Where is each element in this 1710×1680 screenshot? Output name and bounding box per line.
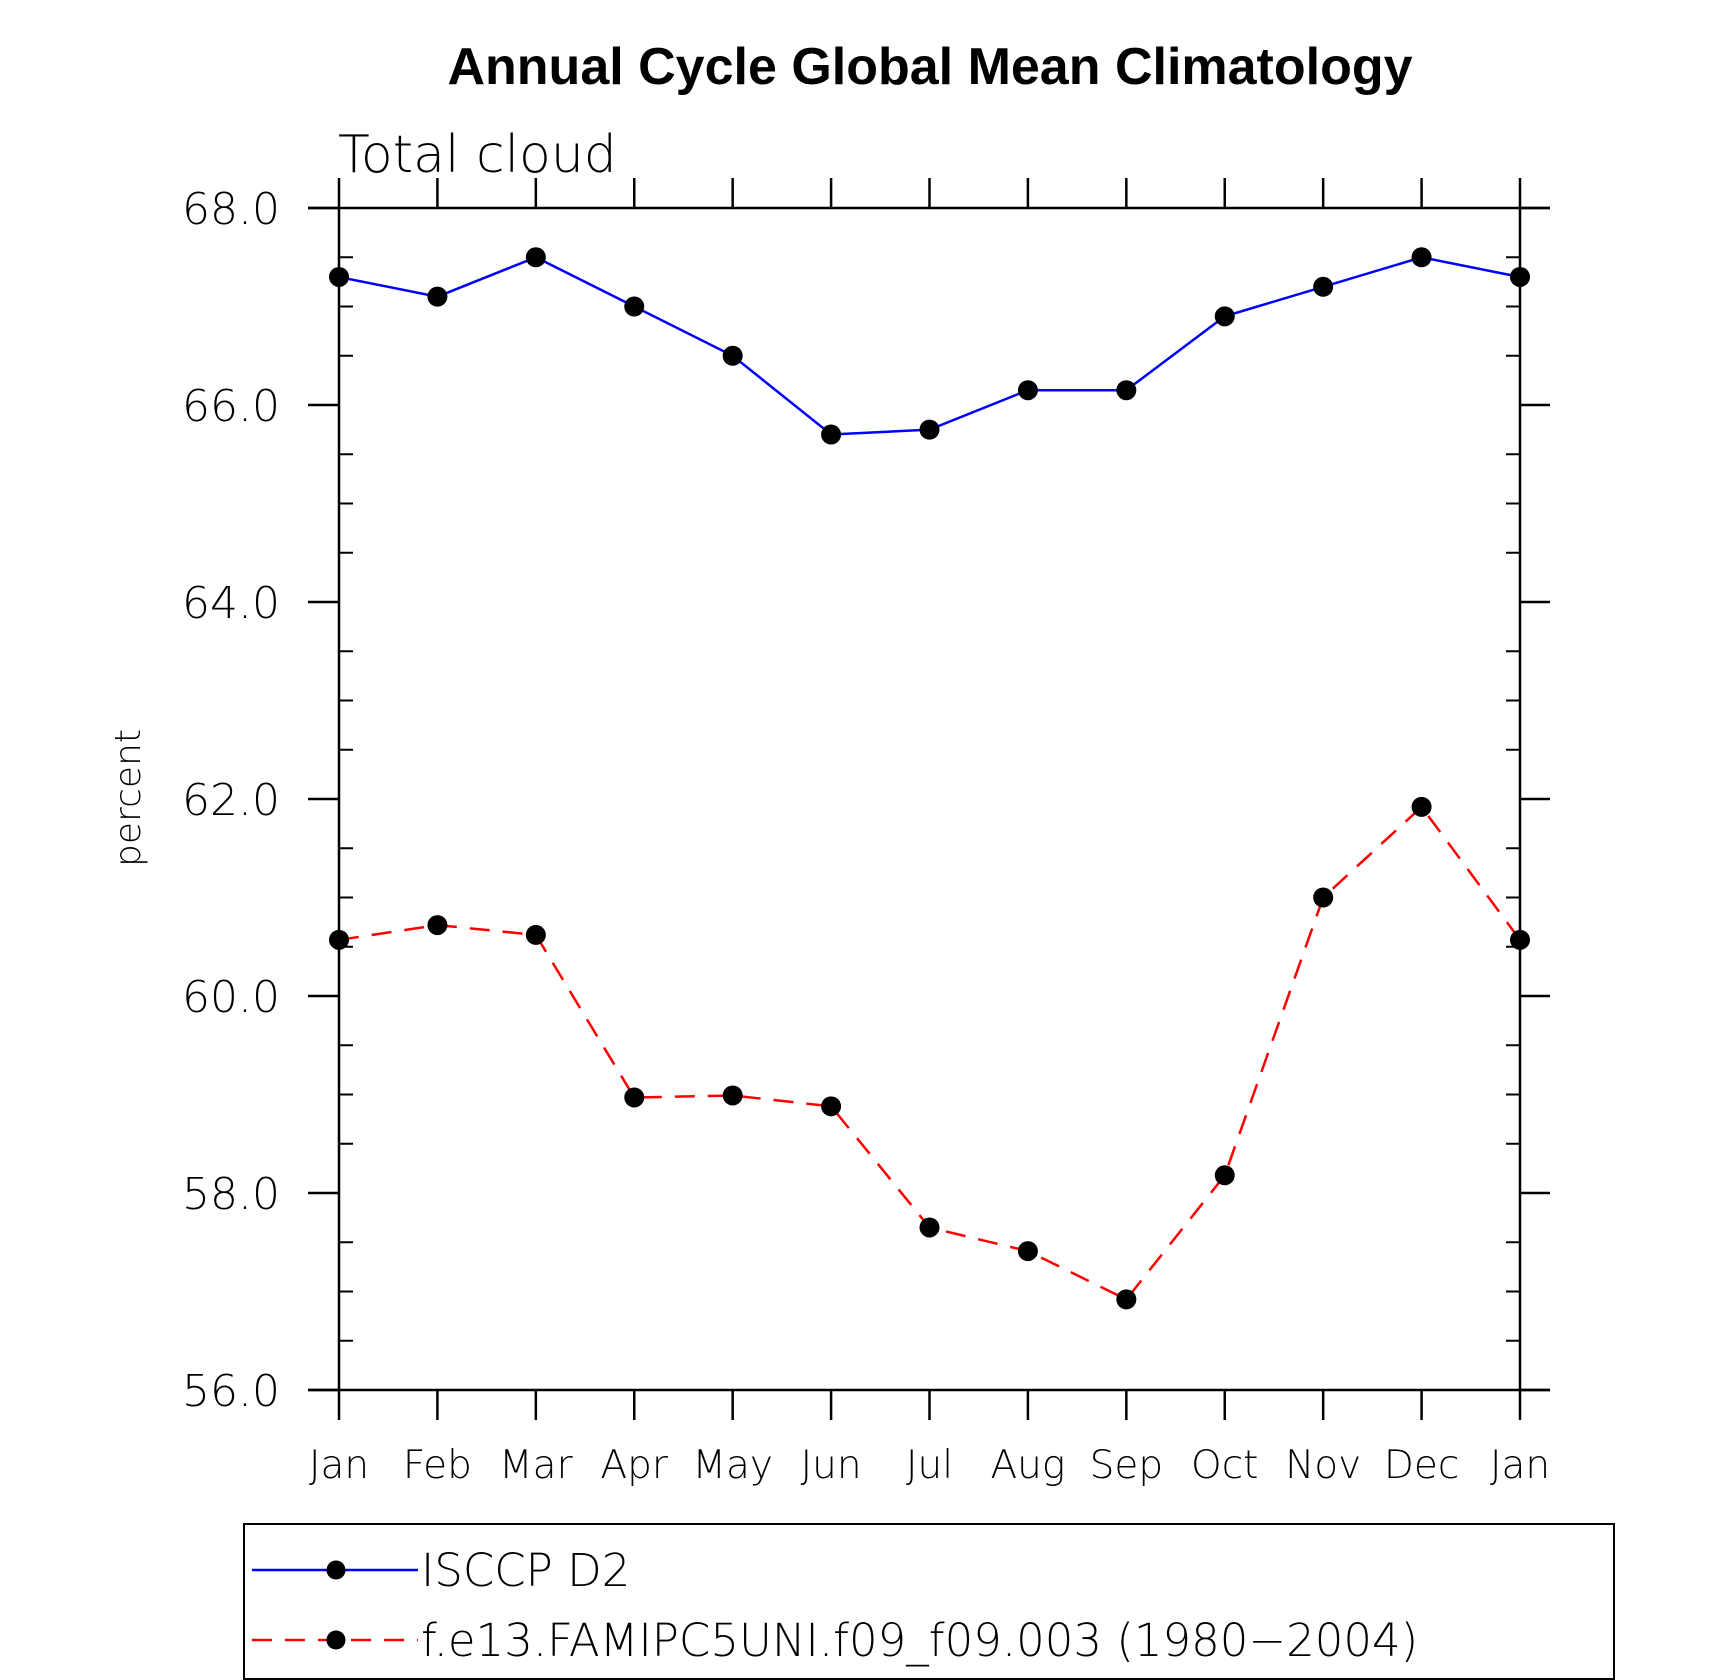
series-1-point <box>1116 1289 1137 1310</box>
series-1-point <box>525 924 546 945</box>
series-0-point <box>525 247 546 268</box>
legend-label-isccp: ISCCP D2 <box>421 1544 630 1597</box>
legend-marker-isccp <box>326 1560 346 1580</box>
chart-subtitle: Total cloud <box>338 125 617 185</box>
series-1-point <box>624 1087 645 1108</box>
y-tick-label: 66.0 <box>182 381 280 432</box>
x-tick-label: Dec <box>1384 1443 1459 1488</box>
y-axis-label: percent <box>108 729 149 867</box>
x-tick-label: Oct <box>1191 1443 1258 1488</box>
series-0-point <box>1017 380 1038 401</box>
series-0-point <box>919 419 940 440</box>
series-1-point <box>1017 1241 1038 1262</box>
series-line-0 <box>338 255 1521 436</box>
chart-title: Annual Cycle Global Mean Climatology <box>447 38 1412 96</box>
series-1-point <box>427 915 448 936</box>
x-tick-label: Mar <box>499 1443 573 1488</box>
x-tick-label: Nov <box>1285 1443 1361 1488</box>
series-1-point <box>919 1217 940 1238</box>
x-tick-label: Jul <box>906 1443 953 1488</box>
axes: 56.0 58.0 60.0 62.0 64.0 66.0 68.0 Jan Feb Mar Apr… <box>182 178 1550 1488</box>
x-tick-label: Jun <box>801 1443 862 1488</box>
legend-box <box>243 1523 1615 1680</box>
x-tick-label: Jan <box>309 1443 369 1488</box>
y-tick-label: 62.0 <box>182 775 280 826</box>
series-0-point <box>1116 380 1137 401</box>
y-tick-label: 64.0 <box>182 578 280 629</box>
legend-label-model: f.e13.FAMIPC5UNI.f09_f09.003 (1980−2004) <box>421 1614 1418 1667</box>
y-tick-label: 58.0 <box>182 1169 280 1220</box>
y-tick-label: 68.0 <box>182 184 280 235</box>
series-0-point <box>1510 266 1530 287</box>
x-tick-label: Feb <box>403 1443 472 1488</box>
legend: ISCCP D2 f.e13.FAMIPC5UNI.f09_f09.003 (1… <box>243 1523 1615 1680</box>
x-tick-label: Sep <box>1090 1443 1164 1488</box>
series-0-point <box>1411 247 1432 268</box>
series-1-point <box>821 1096 842 1117</box>
series-0-point <box>1214 306 1235 327</box>
series-0-point <box>722 345 743 366</box>
x-tick-label: May <box>692 1443 773 1488</box>
series-layer <box>329 247 1530 1310</box>
series-0-point <box>1313 276 1334 297</box>
series-0-point <box>624 296 645 317</box>
series-0-point <box>427 286 448 307</box>
x-tick-label: Jan <box>1490 1443 1550 1488</box>
series-1-point <box>1214 1165 1235 1186</box>
legend-marker-model <box>326 1630 346 1650</box>
series-0-point <box>329 266 349 287</box>
series-1-point <box>329 929 349 950</box>
x-tick-label: Aug <box>991 1443 1066 1488</box>
y-tick-label: 56.0 <box>182 1366 280 1417</box>
series-0-point <box>821 424 842 445</box>
x-tick-label: Apr <box>601 1443 668 1488</box>
series-1-point <box>722 1085 743 1106</box>
y-tick-label: 60.0 <box>182 972 280 1023</box>
series-1-point <box>1510 929 1530 950</box>
series-1-point <box>1411 796 1432 817</box>
series-1-point <box>1313 887 1334 908</box>
